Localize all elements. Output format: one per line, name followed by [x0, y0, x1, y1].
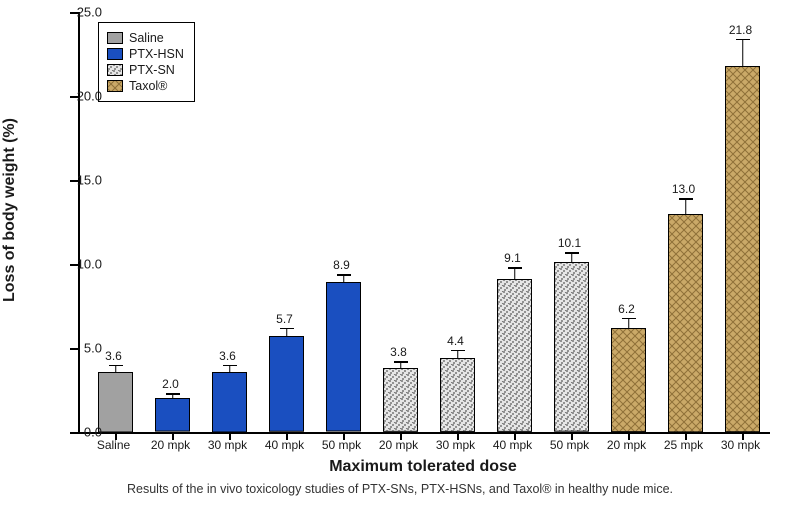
legend-swatch [107, 32, 123, 44]
xtick-label: 30 mpk [721, 438, 760, 452]
bar-value-label: 10.1 [558, 236, 581, 250]
xtick-label: 40 mpk [265, 438, 304, 452]
legend-label: Taxol® [129, 79, 167, 93]
legend-swatch [107, 80, 123, 92]
bar [326, 282, 361, 432]
y-axis-title: Loss of body weight (%) [1, 118, 19, 302]
bar [725, 66, 760, 432]
error-cap [280, 328, 294, 330]
error-bar [571, 252, 573, 262]
xtick-label: 20 mpk [151, 438, 190, 452]
bar-value-label: 8.9 [333, 258, 350, 272]
ytick-label: 10.0 [62, 257, 102, 272]
bar [440, 358, 475, 432]
xtick-label: 50 mpk [550, 438, 589, 452]
legend-label: PTX-HSN [129, 47, 184, 61]
bar [668, 214, 703, 432]
legend-label: PTX-SN [129, 63, 175, 77]
legend-item: PTX-SN [107, 63, 184, 77]
error-bar [742, 39, 744, 66]
legend-item: Saline [107, 31, 184, 45]
xtick-label: 25 mpk [664, 438, 703, 452]
chart-container: Loss of body weight (%) Maximum tolerate… [0, 0, 800, 512]
bar-value-label: 9.1 [504, 251, 521, 265]
error-cap [679, 198, 693, 200]
ytick-label: 20.0 [62, 89, 102, 104]
error-bar [628, 318, 630, 328]
error-cap [337, 274, 351, 276]
xtick-label: 20 mpk [607, 438, 646, 452]
ytick-label: 25.0 [62, 5, 102, 20]
legend: Saline PTX-HSN PTX-SN Taxol® [98, 22, 195, 102]
bar-value-label: 3.6 [219, 349, 236, 363]
bar-value-label: 4.4 [447, 334, 464, 348]
chart-caption: Results of the in vivo toxicology studie… [0, 482, 800, 496]
error-cap [508, 267, 522, 269]
error-cap [223, 365, 237, 367]
bar-value-label: 21.8 [729, 23, 752, 37]
x-axis-title: Maximum tolerated dose [78, 458, 768, 476]
bar [383, 368, 418, 432]
bar-value-label: 13.0 [672, 182, 695, 196]
ytick-label: 15.0 [62, 173, 102, 188]
error-cap [622, 318, 636, 320]
xtick-label: 30 mpk [436, 438, 475, 452]
error-cap [736, 39, 750, 41]
bar-value-label: 3.6 [105, 349, 122, 363]
bar [554, 262, 589, 432]
error-cap [451, 350, 465, 352]
xtick-label: 20 mpk [379, 438, 418, 452]
legend-swatch [107, 64, 123, 76]
legend-swatch [107, 48, 123, 60]
bar-value-label: 3.8 [390, 345, 407, 359]
xtick-label: 30 mpk [208, 438, 247, 452]
bar [212, 372, 247, 432]
xtick-label: Saline [97, 438, 130, 452]
legend-label: Saline [129, 31, 164, 45]
error-bar [514, 267, 516, 279]
bar-value-label: 5.7 [276, 312, 293, 326]
ytick-label: 5.0 [62, 341, 102, 356]
bar [98, 372, 133, 432]
bar [269, 336, 304, 432]
error-cap [109, 365, 123, 367]
xtick-label: 50 mpk [322, 438, 361, 452]
error-cap [565, 252, 579, 254]
legend-item: PTX-HSN [107, 47, 184, 61]
bar [155, 398, 190, 432]
bar-value-label: 6.2 [618, 302, 635, 316]
legend-item: Taxol® [107, 79, 184, 93]
xtick-label: 40 mpk [493, 438, 532, 452]
error-cap [394, 361, 408, 363]
bar [497, 279, 532, 432]
bar [611, 328, 646, 432]
bar-value-label: 2.0 [162, 377, 179, 391]
error-bar [685, 198, 687, 213]
error-cap [166, 393, 180, 395]
